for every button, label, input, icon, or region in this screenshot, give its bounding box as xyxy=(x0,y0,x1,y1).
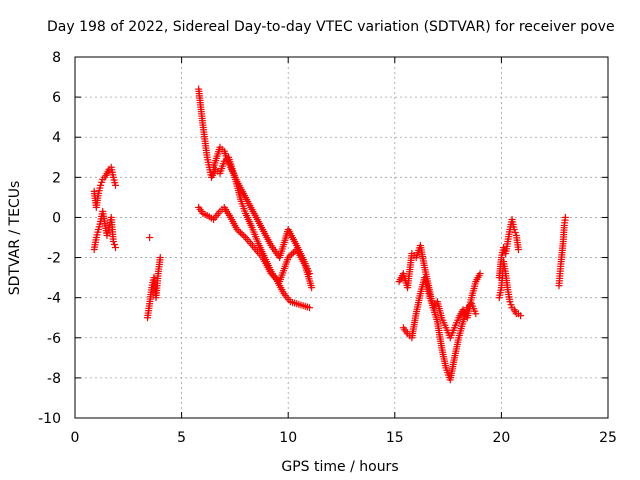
data-point xyxy=(514,246,522,254)
data-point xyxy=(240,232,248,240)
x-tick-label: 5 xyxy=(177,430,186,446)
data-point xyxy=(109,238,117,246)
data-point xyxy=(284,254,292,262)
data-point xyxy=(271,273,279,281)
data-point xyxy=(98,178,106,186)
y-tick-label: 2 xyxy=(52,170,61,186)
y-tick-label: -2 xyxy=(47,251,61,267)
y-tick-label: 0 xyxy=(52,210,61,226)
plot-frame xyxy=(74,56,609,419)
axis-ticks xyxy=(74,56,609,419)
x-tick-label: 10 xyxy=(279,430,297,446)
y-tick-label: -4 xyxy=(47,291,61,307)
chart-title: Day 198 of 2022, Sidereal Day-to-day VTE… xyxy=(47,19,615,35)
data-point xyxy=(511,228,519,236)
grid xyxy=(75,57,608,418)
data-point xyxy=(506,298,514,306)
data-point xyxy=(236,229,244,237)
y-tick-label: 6 xyxy=(52,90,61,106)
y-tick-label: -8 xyxy=(47,371,61,387)
data-point xyxy=(233,225,241,233)
data-point xyxy=(561,213,569,221)
data-point xyxy=(112,244,120,252)
y-tick-label: -10 xyxy=(38,411,61,427)
data-point xyxy=(510,225,518,233)
x-tick-label: 20 xyxy=(492,430,510,446)
data-point xyxy=(97,181,105,189)
x-axis-label: GPS time / hours xyxy=(281,459,398,475)
data-point xyxy=(507,301,515,309)
data-point xyxy=(289,249,297,257)
data-point xyxy=(308,284,316,292)
data-point xyxy=(272,274,280,282)
y-tick-label: -6 xyxy=(47,331,61,347)
x-tick-label: 15 xyxy=(386,430,404,446)
data-point xyxy=(235,227,243,235)
data-point xyxy=(517,312,525,320)
x-tick-label: 0 xyxy=(71,430,80,446)
data-point xyxy=(269,271,277,279)
data-point xyxy=(112,181,120,189)
data-point xyxy=(472,310,480,318)
tick-labels: 0 5 10 15 20 25 -10 -8 -6 -4 -2 0 2 4 6 8 xyxy=(38,50,617,446)
data-point xyxy=(476,270,484,278)
data-point xyxy=(500,244,508,252)
y-tick-label: 8 xyxy=(52,50,61,66)
data-point xyxy=(146,234,154,241)
data-points xyxy=(90,85,569,384)
data-point xyxy=(306,270,314,278)
data-point xyxy=(286,252,294,260)
y-axis-label: SDTVAR / TECUs xyxy=(7,181,23,296)
data-point xyxy=(306,304,314,312)
data-point xyxy=(156,254,164,262)
data-point xyxy=(238,230,246,238)
x-tick-label: 25 xyxy=(599,430,617,446)
y-tick-label: 4 xyxy=(52,130,61,146)
data-point xyxy=(288,250,296,258)
data-point xyxy=(110,241,118,249)
data-point xyxy=(267,270,275,278)
